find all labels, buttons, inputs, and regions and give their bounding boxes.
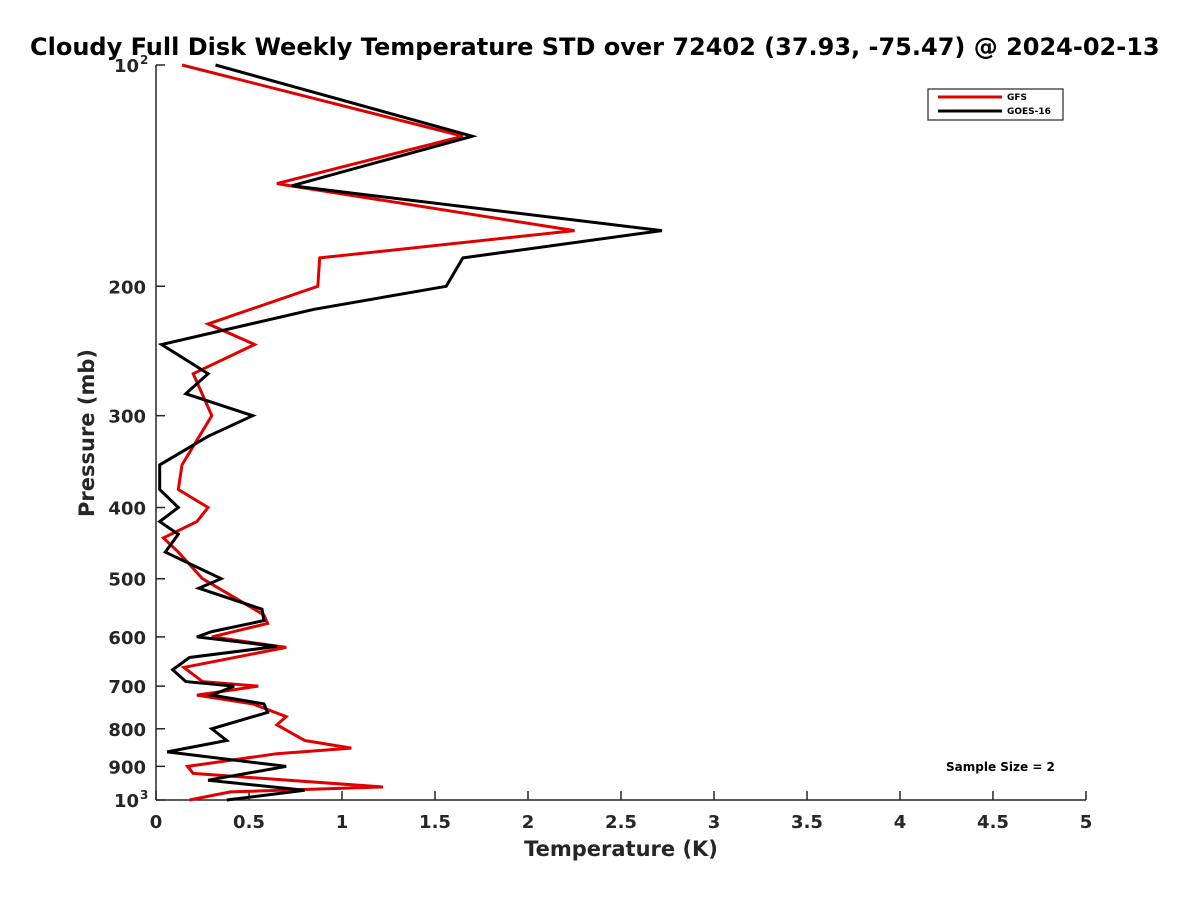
- x-tick-label: 4.5: [977, 812, 1009, 833]
- y-tick-label: 200: [108, 277, 146, 298]
- x-axis-label: Temperature (K): [524, 837, 718, 861]
- legend-label-goes16: GOES-16: [1007, 107, 1051, 117]
- chart-legend: GFS GOES-16: [927, 88, 1064, 121]
- legend-label-gfs: GFS: [1007, 93, 1027, 103]
- y-tick-label: 400: [108, 499, 146, 520]
- y-tick-label: 10: [114, 791, 139, 812]
- x-tick-label: 4: [894, 812, 907, 833]
- y-tick-label: 600: [108, 628, 146, 649]
- x-tick-label: 0.5: [233, 812, 265, 833]
- x-tick-label: 5: [1080, 812, 1093, 833]
- x-tick-label: 1: [336, 812, 349, 833]
- x-tick-label: 3: [708, 812, 721, 833]
- plot-axes: [155, 65, 1086, 801]
- x-tick-label: 3.5: [791, 812, 823, 833]
- x-tick-label: 2.5: [605, 812, 637, 833]
- y-tick-exponent: 2: [140, 53, 148, 67]
- y-tick-label: 800: [108, 720, 146, 741]
- y-tick-label: 300: [108, 407, 146, 428]
- data-series: [157, 63, 663, 802]
- x-axis-ticks: 0 0.5 1 1.5 2 2.5 3 3.5 4 4.5 5: [150, 791, 1093, 833]
- y-tick-label: 10: [114, 56, 139, 77]
- series-line-gfs: [160, 63, 575, 802]
- series-line-goes16: [157, 63, 663, 802]
- chart-title: Cloudy Full Disk Weekly Temperature STD …: [30, 33, 1160, 61]
- x-tick-label: 1.5: [419, 812, 451, 833]
- y-tick-label: 700: [108, 677, 146, 698]
- sample-size-annotation: Sample Size = 2: [946, 760, 1055, 774]
- y-tick-label: 900: [108, 757, 146, 778]
- legend-box: [927, 88, 1064, 121]
- y-axis-label: Pressure (mb): [75, 349, 99, 517]
- x-tick-label: 2: [522, 812, 535, 833]
- y-tick-exponent: 3: [140, 788, 148, 802]
- y-tick-label: 500: [108, 570, 146, 591]
- x-tick-label: 0: [150, 812, 163, 833]
